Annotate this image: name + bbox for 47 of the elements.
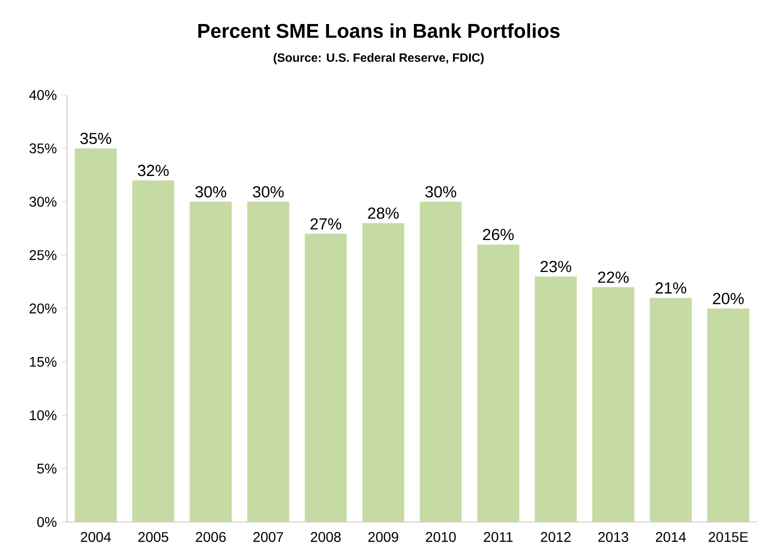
data-label: 28% xyxy=(368,208,399,219)
data-label: 26% xyxy=(483,228,514,240)
x-tick-label: 2014 xyxy=(656,532,686,542)
bar xyxy=(190,202,232,522)
data-label: 30% xyxy=(425,186,456,198)
data-label: 22% xyxy=(598,272,629,283)
data-label: 30% xyxy=(252,186,284,198)
data-label: 27% xyxy=(310,218,342,230)
bar xyxy=(650,298,692,522)
x-tick-label: 2012 xyxy=(540,532,571,542)
y-tick-label: 25% xyxy=(30,250,56,260)
data-label: 20% xyxy=(713,292,744,304)
bar xyxy=(304,234,347,522)
data-label: 23% xyxy=(540,260,572,272)
bar xyxy=(247,202,290,522)
x-tick-label: 2005 xyxy=(138,532,168,542)
bar xyxy=(74,148,117,522)
chart-subtitle: (Source: U.S. Federal Reserve, FDIC) xyxy=(274,53,484,64)
data-label: 32% xyxy=(138,164,169,176)
chart-title: Percent SME Loans in Bank Portfolios xyxy=(198,23,560,38)
data-label: 30% xyxy=(195,186,226,198)
y-tick-label: 30% xyxy=(29,196,56,207)
data-label: 21% xyxy=(656,282,686,294)
bar xyxy=(534,276,577,522)
bar xyxy=(420,202,462,522)
bar xyxy=(592,287,634,522)
x-tick-label: 2004 xyxy=(80,532,111,542)
x-tick-label: 2010 xyxy=(426,532,456,542)
y-tick-label: 20% xyxy=(30,304,56,314)
bar xyxy=(707,308,750,522)
y-tick-label: 35% xyxy=(29,143,56,154)
x-tick-label: 2011 xyxy=(484,532,513,542)
y-tick-label: 5% xyxy=(37,464,56,474)
data-label: 35% xyxy=(80,132,112,144)
x-tick-label: 2007 xyxy=(253,532,284,542)
y-tick-label: 40% xyxy=(29,90,56,100)
bar xyxy=(477,244,520,522)
bar xyxy=(362,223,404,522)
y-tick-label: 15% xyxy=(30,356,56,367)
x-tick-label: 2008 xyxy=(310,532,341,542)
x-tick-label: 2015E xyxy=(708,532,748,542)
bar xyxy=(132,180,174,522)
y-tick-label: 10% xyxy=(30,410,56,420)
y-tick-label: 0% xyxy=(37,517,56,527)
x-tick-label: 2009 xyxy=(368,532,398,542)
x-tick-label: 2013 xyxy=(598,532,628,542)
x-tick-label: 2006 xyxy=(196,532,226,542)
